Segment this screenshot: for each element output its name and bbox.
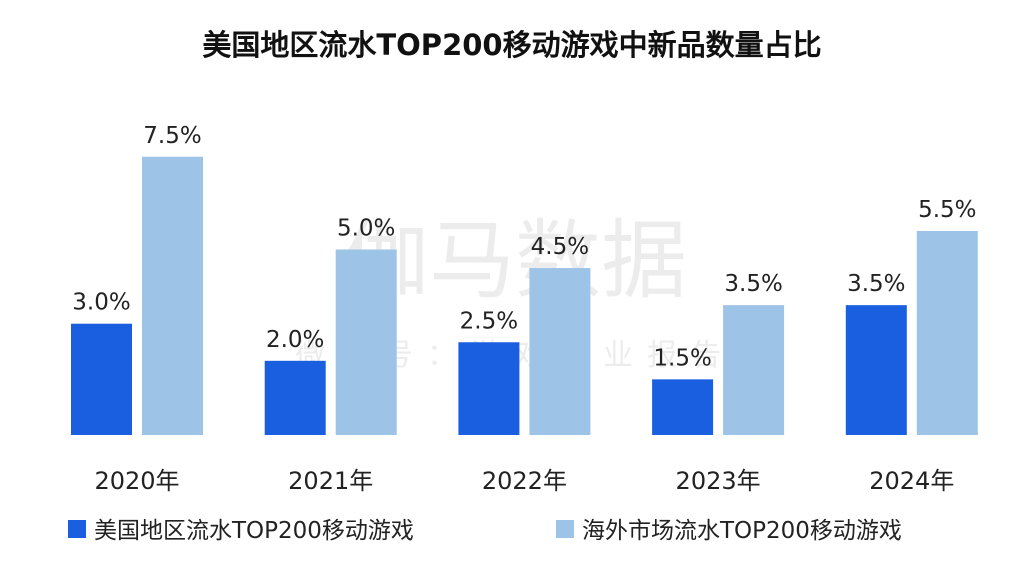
x-tick-label: 2021年 bbox=[288, 467, 373, 495]
bar-overseas-2023年 bbox=[723, 305, 785, 435]
legend-label: 海外市场流水TOP200移动游戏 bbox=[582, 518, 902, 544]
legend-swatch bbox=[68, 520, 86, 538]
data-label: 1.5% bbox=[653, 345, 711, 371]
chart-title: 美国地区流水TOP200移动游戏中新品数量占比 bbox=[202, 28, 822, 62]
x-tick-label: 2024年 bbox=[869, 467, 954, 495]
data-label: 4.5% bbox=[531, 234, 589, 260]
bar-us-2021年 bbox=[264, 360, 326, 435]
x-tick-label: 2023年 bbox=[676, 467, 761, 495]
legend-swatch bbox=[556, 520, 574, 538]
bar-us-2023年 bbox=[652, 379, 714, 435]
data-label: 3.0% bbox=[72, 290, 130, 316]
data-label: 3.5% bbox=[724, 271, 782, 297]
data-label: 5.0% bbox=[337, 216, 395, 242]
data-label: 3.5% bbox=[847, 271, 905, 297]
bar-overseas-2024年 bbox=[916, 230, 978, 435]
data-label: 2.5% bbox=[460, 308, 518, 334]
legend-label: 美国地区流水TOP200移动游戏 bbox=[94, 518, 414, 544]
data-label: 2.0% bbox=[266, 327, 324, 353]
watermark-main: 伽马数据 bbox=[343, 211, 687, 311]
data-label: 5.5% bbox=[918, 197, 976, 223]
bar-overseas-2022年 bbox=[529, 268, 591, 435]
data-label: 7.5% bbox=[143, 123, 201, 149]
bar-us-2022年 bbox=[458, 342, 520, 435]
bar-overseas-2021年 bbox=[335, 249, 397, 435]
x-tick-label: 2022年 bbox=[482, 467, 567, 495]
x-tick-label: 2020年 bbox=[94, 467, 179, 495]
bar-us-2024年 bbox=[845, 305, 907, 435]
bar-us-2020年 bbox=[71, 323, 132, 435]
bar-overseas-2020年 bbox=[142, 156, 203, 435]
